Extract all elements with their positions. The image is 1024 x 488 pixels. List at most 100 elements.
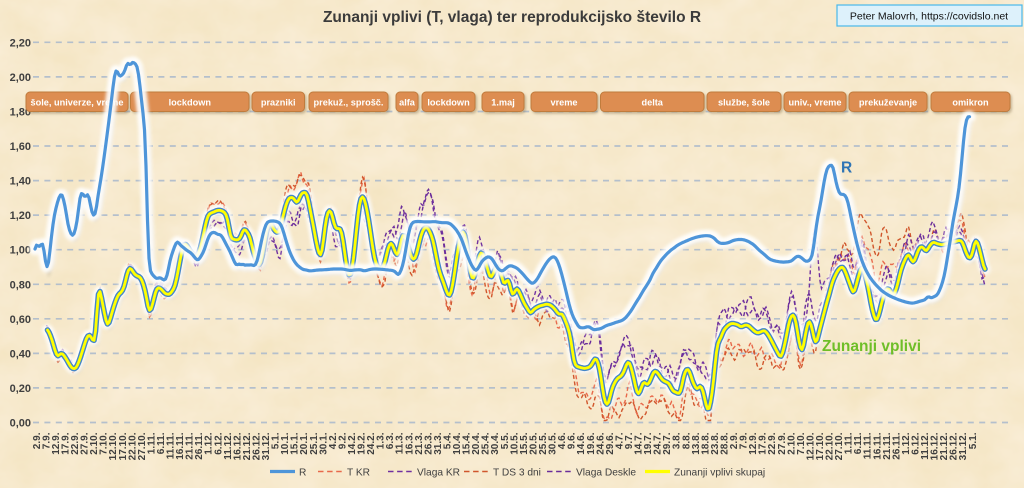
svg-text:24.2.: 24.2. (366, 432, 377, 454)
svg-text:31.12.: 31.12. (958, 432, 969, 460)
svg-text:Zunanji vplivi: Zunanji vplivi (822, 338, 921, 355)
svg-text:0,20: 0,20 (10, 383, 31, 395)
svg-text:16.12.: 16.12. (930, 432, 941, 460)
svg-text:17.9.: 17.9. (61, 432, 72, 454)
svg-text:Zunanji vplivi (T, vlaga) ter: Zunanji vplivi (T, vlaga) ter reprodukci… (323, 9, 701, 26)
svg-text:10.5.: 10.5. (509, 432, 520, 454)
svg-text:1.11.: 1.11. (844, 432, 855, 454)
svg-text:omikron: omikron (952, 98, 989, 108)
svg-text:31.3.: 31.3. (433, 432, 444, 454)
svg-text:22.9.: 22.9. (70, 432, 81, 454)
svg-text:6.12.: 6.12. (213, 432, 224, 454)
svg-text:1.11.: 1.11. (146, 432, 157, 454)
svg-text:26.11.: 26.11. (891, 432, 902, 459)
svg-text:R: R (299, 467, 306, 478)
svg-text:službe, šole: službe, šole (718, 98, 770, 108)
svg-text:21.3.: 21.3. (414, 432, 425, 454)
svg-text:5.4.: 5.4. (443, 432, 454, 449)
svg-text:27.10.: 27.10. (137, 432, 148, 460)
svg-text:7.10.: 7.10. (99, 432, 110, 454)
svg-text:1,40: 1,40 (10, 176, 31, 188)
svg-text:26.12.: 26.12. (252, 432, 263, 460)
svg-text:12.9.: 12.9. (748, 432, 759, 454)
svg-text:16.3.: 16.3. (404, 432, 415, 454)
svg-text:25.4.: 25.4. (481, 432, 492, 454)
svg-text:12.10.: 12.10. (805, 432, 816, 460)
svg-text:16.11.: 16.11. (872, 432, 883, 459)
svg-text:1.maj: 1.maj (491, 98, 515, 108)
svg-text:26.12.: 26.12. (949, 432, 960, 460)
svg-text:11.12.: 11.12. (223, 432, 234, 459)
svg-text:1.12.: 1.12. (901, 432, 912, 454)
svg-text:20.4.: 20.4. (471, 432, 482, 454)
svg-text:15.4.: 15.4. (462, 432, 473, 454)
svg-text:20.1.: 20.1. (299, 432, 310, 454)
svg-text:4.7.: 4.7. (614, 432, 625, 449)
svg-text:24.6.: 24.6. (595, 432, 606, 454)
svg-text:21.11.: 21.11. (882, 432, 893, 459)
svg-text:13.8.: 13.8. (691, 432, 702, 454)
svg-text:lockdown: lockdown (427, 98, 470, 108)
svg-text:2,20: 2,20 (10, 37, 31, 49)
svg-text:0,40: 0,40 (10, 348, 31, 360)
svg-text:1.12.: 1.12. (204, 432, 215, 454)
svg-text:21.11.: 21.11. (185, 432, 196, 459)
svg-text:7.10.: 7.10. (796, 432, 807, 454)
svg-text:23.8.: 23.8. (710, 432, 721, 454)
svg-text:T DS 3 dni: T DS 3 dni (493, 467, 541, 478)
svg-text:19.7.: 19.7. (643, 432, 654, 454)
svg-text:22.9.: 22.9. (767, 432, 778, 454)
svg-text:5.1.: 5.1. (968, 432, 979, 449)
svg-text:8.8.: 8.8. (681, 432, 692, 449)
svg-text:6.12.: 6.12. (911, 432, 922, 454)
svg-text:6.11.: 6.11. (156, 432, 167, 454)
svg-text:9.7.: 9.7. (624, 432, 635, 449)
svg-text:30.5.: 30.5. (548, 432, 559, 454)
svg-text:20.5.: 20.5. (529, 432, 540, 454)
svg-text:0,00: 0,00 (10, 418, 31, 430)
svg-text:9.6.: 9.6. (567, 432, 578, 449)
svg-text:22.10.: 22.10. (127, 432, 138, 460)
svg-text:15.5.: 15.5. (519, 432, 530, 454)
svg-text:31.12.: 31.12. (261, 432, 272, 460)
svg-text:univ., vreme: univ., vreme (789, 98, 842, 108)
svg-text:5.5.: 5.5. (500, 432, 511, 449)
svg-text:28.8.: 28.8. (720, 432, 731, 454)
svg-text:25.1.: 25.1. (309, 432, 320, 454)
svg-text:Peter Malovrh, https://covidsl: Peter Malovrh, https://covidslo.net (850, 11, 1008, 23)
svg-text:2.10.: 2.10. (786, 432, 797, 454)
svg-text:29.7.: 29.7. (662, 432, 673, 454)
svg-text:21.12.: 21.12. (939, 432, 950, 460)
svg-text:delta: delta (641, 98, 663, 108)
svg-text:prekuževanje: prekuževanje (859, 98, 917, 108)
svg-text:2.10.: 2.10. (89, 432, 100, 454)
svg-text:17.10.: 17.10. (815, 432, 826, 460)
svg-text:25.5.: 25.5. (538, 432, 549, 454)
svg-text:26.11.: 26.11. (194, 432, 205, 459)
svg-text:Vlaga KR: Vlaga KR (417, 467, 460, 478)
svg-text:30.1.: 30.1. (318, 432, 329, 454)
svg-text:17.9.: 17.9. (758, 432, 769, 454)
svg-text:12.10.: 12.10. (108, 432, 119, 460)
svg-text:lockdown: lockdown (169, 98, 212, 108)
svg-text:27.9.: 27.9. (80, 432, 91, 454)
svg-text:27.9.: 27.9. (777, 432, 788, 454)
svg-text:11.12.: 11.12. (920, 432, 931, 459)
svg-text:6.3.: 6.3. (385, 432, 396, 449)
svg-text:2.9.: 2.9. (32, 432, 43, 449)
svg-text:19.2.: 19.2. (357, 432, 368, 454)
svg-text:šole, univerze, vreme: šole, univerze, vreme (31, 98, 124, 108)
svg-text:16.11.: 16.11. (175, 432, 186, 459)
svg-text:4.2.: 4.2. (328, 432, 339, 449)
svg-text:17.10.: 17.10. (118, 432, 129, 460)
svg-text:prazniki: prazniki (261, 98, 296, 108)
svg-text:14.6.: 14.6. (576, 432, 587, 454)
svg-text:26.3.: 26.3. (423, 432, 434, 454)
svg-text:Vlaga Deskle: Vlaga Deskle (576, 467, 636, 478)
svg-text:18.8.: 18.8. (700, 432, 711, 454)
svg-text:12.9.: 12.9. (51, 432, 62, 454)
svg-text:16.12.: 16.12. (232, 432, 243, 460)
svg-text:vreme: vreme (550, 98, 577, 108)
svg-text:2.9.: 2.9. (729, 432, 740, 449)
svg-text:T KR: T KR (347, 467, 370, 478)
